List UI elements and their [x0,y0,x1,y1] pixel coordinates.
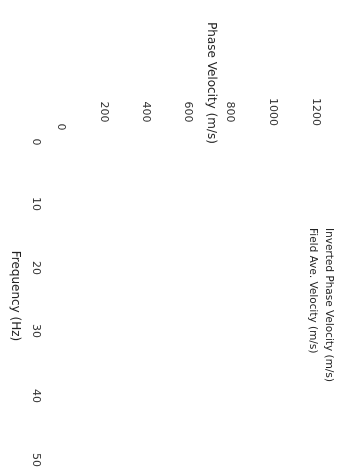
y-tick-1000: 1000 [267,98,280,126]
x-tick-labels: 0 10 20 30 40 50 [30,139,43,468]
x-tick-10: 10 [30,197,43,211]
y-tick-1200: 1200 [310,98,323,126]
y-tick-0: 0 [55,124,68,131]
legend-entry-inverted-phase-velocity: Inverted Phase Velocity (m/s) [323,228,335,382]
y-tick-800: 800 [224,102,237,123]
y-tick-labels: 0 200 400 600 800 1000 1200 [55,98,323,131]
y-tick-200: 200 [98,102,111,123]
y-axis-label: Phase Velocity (m/s) [205,22,219,144]
legend-entry-field-ave-velocity: Field Ave. Velocity (m/s) [307,228,319,353]
x-tick-30: 30 [30,324,43,338]
x-tick-20: 20 [30,261,43,275]
x-tick-0: 0 [30,139,43,146]
x-axis-label: Frequency (Hz) [9,251,23,342]
y-tick-600: 600 [182,102,195,123]
x-tick-40: 40 [30,389,43,403]
legend: Inverted Phase Velocity (m/s) Field Ave.… [307,228,335,382]
x-tick-50: 50 [30,453,43,467]
y-tick-400: 400 [140,102,153,123]
